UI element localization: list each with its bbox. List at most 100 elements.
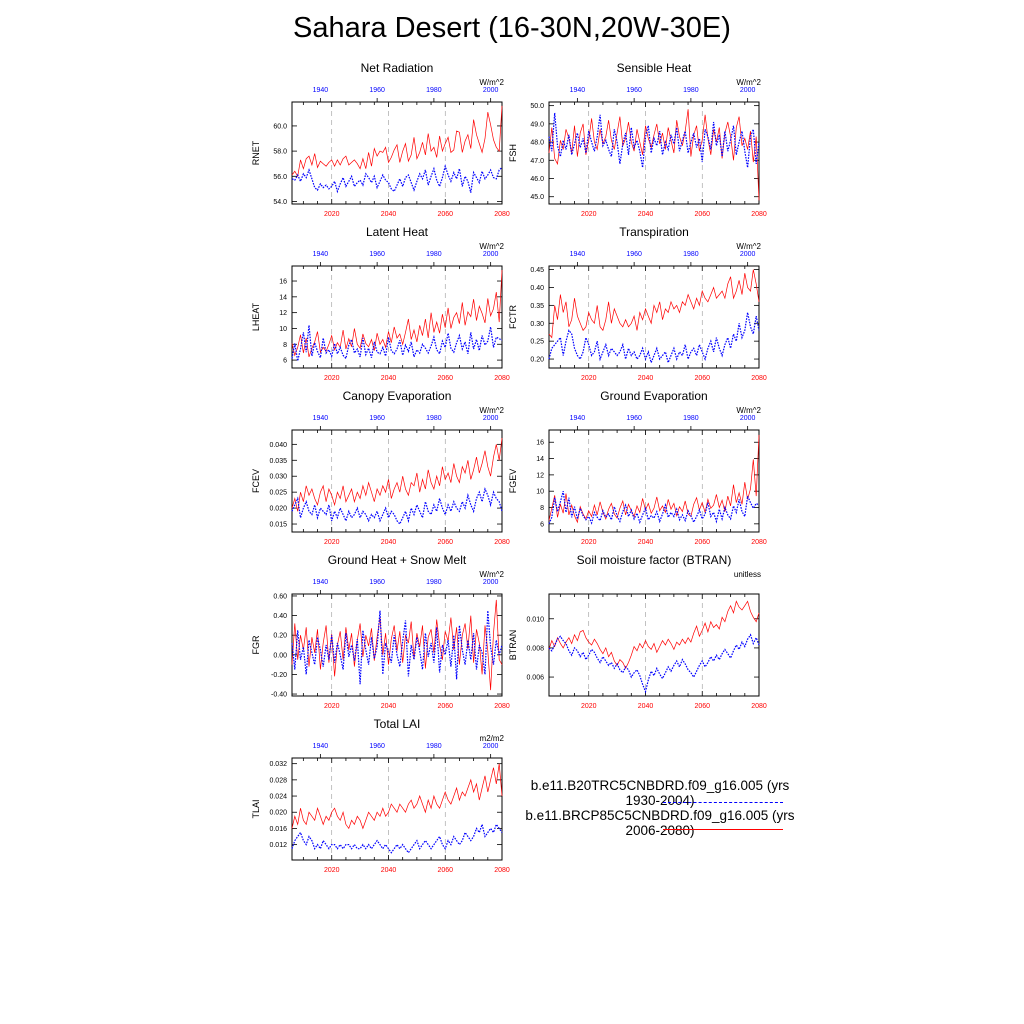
x-tick-label: 2060 [437,867,453,874]
panel-title: Ground Heat + Snow Melt [328,553,467,567]
y-tick-label: 0.035 [269,458,287,465]
series-historical-line [291,610,503,685]
x-tick-label: 2060 [694,703,710,710]
panel-title: Ground Evaporation [600,389,707,403]
y-tick-label: 0.20 [273,633,287,640]
x-top-tick-label: 2000 [740,87,756,94]
series-future-line [548,434,760,524]
panel-title: Net Radiation [361,61,434,75]
y-tick-label: 0.032 [269,761,287,768]
y-tick-label: 0.45 [530,267,544,274]
x-top-tick-label: 1960 [369,743,385,750]
y-tick-label: 12 [279,310,287,317]
y-tick-label: 50.0 [530,103,544,110]
y-tick-label: 0.020 [269,506,287,513]
x-tick-label: 2060 [694,375,710,382]
plot-frame [291,757,503,861]
plot-frame [291,429,503,533]
x-top-tick-label: 1980 [683,415,699,422]
x-tick-label: 2080 [494,211,510,218]
y-tick-label: 0.30 [530,321,544,328]
x-top-tick-label: 2000 [483,743,499,750]
series-historical-line [548,633,760,694]
x-top-tick-label: 2000 [740,251,756,258]
x-top-tick-label: 1960 [626,87,642,94]
panel-title: Soil moisture factor (BTRAN) [577,553,732,567]
series-future-line [291,763,503,830]
x-top-tick-label: 2000 [483,579,499,586]
units-label: W/m^2 [479,570,504,579]
y-tick-label: 0.025 [269,490,287,497]
x-tick-label: 2020 [324,211,340,218]
x-top-tick-label: 1940 [570,251,586,258]
x-tick-label: 2060 [437,375,453,382]
legend-future-line [663,829,783,830]
x-top-tick-label: 1940 [313,579,329,586]
x-tick-label: 2080 [494,703,510,710]
units-label: W/m^2 [479,406,504,415]
y-tick-label: 0.35 [530,303,544,310]
series-historical-line [291,164,503,194]
x-tick-label: 2060 [437,539,453,546]
y-tick-label: 47.0 [530,158,544,165]
y-tick-label: 0.40 [530,285,544,292]
plot-frame [548,265,760,369]
x-tick-label: 2020 [581,539,597,546]
plot-frame [291,593,503,697]
x-tick-label: 2020 [581,375,597,382]
x-top-tick-label: 1940 [313,415,329,422]
y-tick-label: 14 [279,294,287,301]
x-tick-label: 2040 [381,539,397,546]
y-tick-label: 0.030 [269,474,287,481]
y-axis-label: RNET [251,140,261,165]
plot-frame [548,593,760,697]
x-tick-label: 2040 [638,539,654,546]
y-tick-label: 58.0 [273,149,287,156]
x-tick-label: 2020 [581,211,597,218]
y-tick-label: 0.040 [269,442,287,449]
series-future-line [291,599,503,691]
legend-future-label: b.e11.BRCP85C5CNBDRD.f09_g16.005 (yrs 20… [525,808,795,838]
y-tick-label: -0.20 [271,672,287,679]
x-top-tick-label: 1960 [369,251,385,258]
x-tick-label: 2060 [694,211,710,218]
series-future-line [291,437,503,512]
units-label: W/m^2 [736,406,761,415]
x-top-tick-label: 1940 [570,87,586,94]
x-top-tick-label: 1940 [313,87,329,94]
series-historical-line [548,491,760,525]
y-tick-label: 0.016 [269,826,287,833]
y-tick-label: 14 [536,456,544,463]
y-tick-label: 0.006 [526,675,544,682]
series-future-line [548,600,760,670]
y-axis-label: LHEAT [251,302,261,331]
x-tick-label: 2040 [381,375,397,382]
x-top-tick-label: 2000 [483,87,499,94]
legend-historical-label: b.e11.B20TRC5CNBDRD.f09_g16.005 (yrs 193… [530,778,790,808]
panel-title: Sensible Heat [617,61,692,75]
y-tick-label: 0.028 [269,777,287,784]
x-top-tick-label: 1980 [426,87,442,94]
x-top-tick-label: 1980 [683,251,699,258]
y-tick-label: 8 [540,505,544,512]
y-tick-label: 10 [279,326,287,333]
units-label: W/m^2 [479,78,504,87]
y-tick-label: 0.010 [526,616,544,623]
x-tick-label: 2040 [638,703,654,710]
x-top-tick-label: 1960 [369,415,385,422]
x-tick-label: 2080 [494,867,510,874]
plot-frame [548,101,760,205]
x-tick-label: 2020 [324,867,340,874]
plot-frame [291,101,503,205]
x-top-tick-label: 1940 [570,415,586,422]
units-label: W/m^2 [479,242,504,251]
x-top-tick-label: 1960 [626,251,642,258]
x-top-tick-label: 1980 [683,87,699,94]
y-axis-label: FSH [508,144,518,162]
series-historical-line [291,325,503,362]
x-tick-label: 2080 [494,539,510,546]
